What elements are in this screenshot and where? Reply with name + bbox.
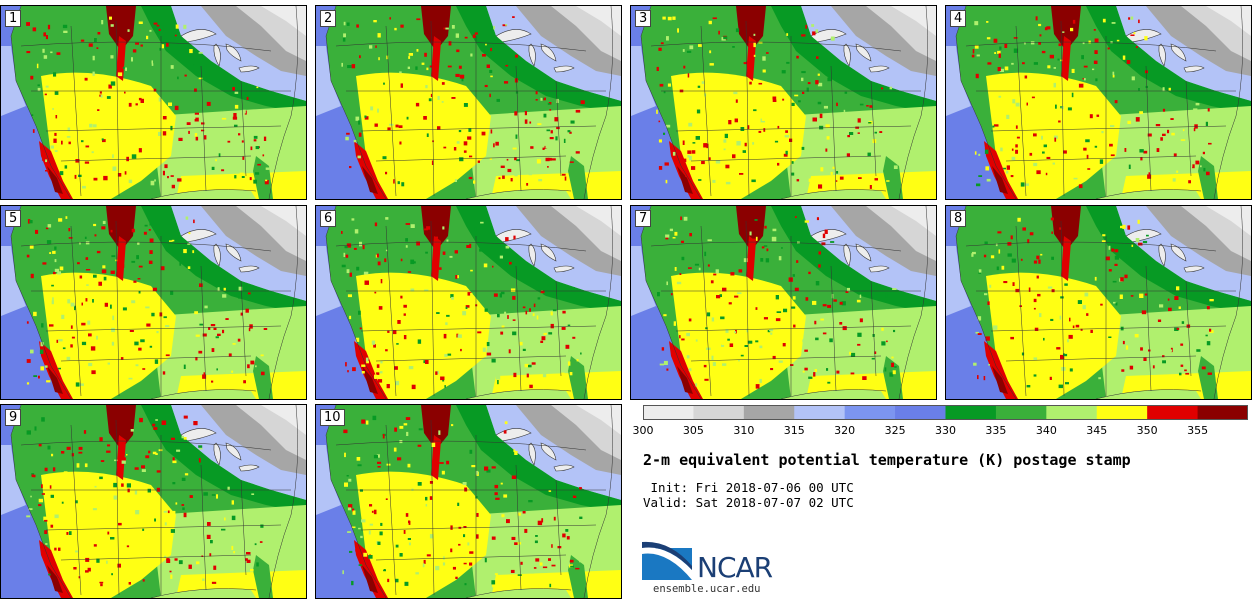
member-number-label: 5	[5, 210, 22, 227]
member-number-label: 1	[5, 10, 22, 27]
colorbar-segment	[945, 405, 997, 420]
colorbar-tick-label: 355	[1187, 424, 1209, 437]
colorbar-segment	[844, 405, 896, 420]
colorbar-segment	[743, 405, 795, 420]
member-map-panel: 7	[630, 205, 937, 400]
member-number-label: 7	[635, 210, 652, 227]
colorbar-segment	[1046, 405, 1098, 420]
colorbar-tick-label: 300	[632, 424, 654, 437]
member-number-label: 9	[5, 409, 22, 426]
member-number-label: 6	[320, 210, 337, 227]
colorbar-segment	[1197, 405, 1249, 420]
member-map-panel: 4	[945, 5, 1252, 200]
colorbar-segment	[895, 405, 946, 420]
colorbar-segment	[995, 405, 1047, 420]
member-number-label: 8	[950, 210, 967, 227]
colorbar-tick-label: 325	[884, 424, 906, 437]
site-url[interactable]: ensemble.ucar.edu	[653, 583, 761, 595]
colorbar-segment	[1147, 405, 1199, 420]
valid-time: Valid: Sat 2018-07-07 02 UTC	[643, 495, 854, 510]
ncar-logo-text: NCAR	[697, 551, 773, 584]
member-number-label: 10	[320, 409, 345, 426]
colorbar-tick-label: 310	[733, 424, 755, 437]
member-number-label: 2	[320, 10, 337, 27]
member-map-panel: 2	[315, 5, 622, 200]
colorbar-tick-label: 320	[834, 424, 856, 437]
colorbar-tick-label: 315	[783, 424, 805, 437]
member-map-panel: 6	[315, 205, 622, 400]
colorbar-tick-label: 335	[985, 424, 1007, 437]
colorbar-segment	[794, 405, 846, 420]
colorbar-tick-label: 345	[1086, 424, 1108, 437]
colorbar-tick-label: 340	[1035, 424, 1057, 437]
member-map-panel: 9	[0, 404, 307, 599]
member-map-panel: 8	[945, 205, 1252, 400]
ncar-logo-icon	[642, 541, 692, 580]
colorbar-segment	[693, 405, 745, 420]
member-map-panel: 1	[0, 5, 307, 200]
colorbar-tick-label: 330	[935, 424, 956, 437]
colorbar-segment	[1096, 405, 1148, 420]
member-map-panel: 5	[0, 205, 307, 400]
member-map-panel: 10	[315, 404, 622, 599]
plot-title: 2-m equivalent potential temperature (K)…	[643, 451, 1131, 469]
init-time: Init: Fri 2018-07-06 00 UTC	[643, 480, 854, 495]
member-number-label: 3	[635, 10, 652, 27]
colorbar-tick-label: 350	[1136, 424, 1158, 437]
colorbar-tick-label: 305	[682, 424, 704, 437]
member-map-panel: 3	[630, 5, 937, 200]
colorbar-segment	[643, 405, 694, 420]
member-number-label: 4	[950, 10, 967, 27]
colorbar	[643, 405, 1249, 420]
